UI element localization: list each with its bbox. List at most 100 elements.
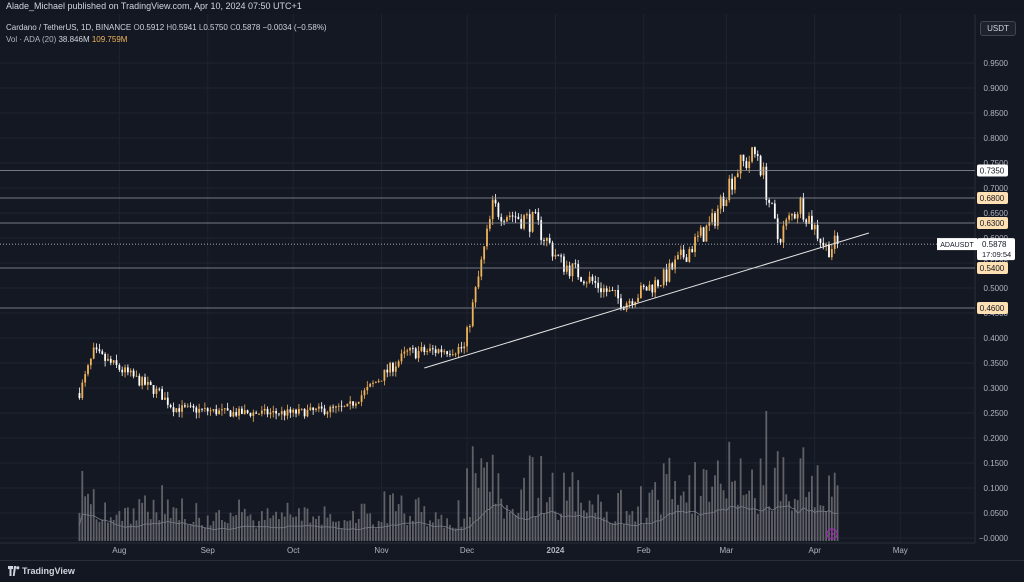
candle-body [275,410,277,414]
volume-bar [266,508,269,541]
candle-body [383,369,386,381]
candle-body [565,265,568,272]
candle-body [389,362,391,373]
candle-body [463,346,466,349]
symbol-label: Cardano / TetherUS, 1D, BINANCE [6,23,132,32]
volume-bar [317,515,320,541]
candle-body [788,215,790,220]
candle-body [329,406,332,413]
volume-bar [830,496,833,541]
volume-bar [771,510,773,541]
x-tick-label: Sep [201,546,216,555]
candle-body [326,412,329,415]
volume-bar [451,527,454,541]
candle-body [506,217,508,222]
volume-bar [292,517,295,541]
volume-bar [449,524,451,541]
change-value: −0.0034 (−0.58%) [262,23,327,32]
candle-body [793,214,796,219]
volume-bar [548,497,551,541]
candle-body [372,382,374,384]
candle-body [298,408,300,414]
candle-body [144,377,146,385]
x-tick-label: 2024 [547,546,565,555]
countdown-label: 17:09:54 [982,250,1011,259]
candle-body [135,375,138,377]
candle-body [446,351,448,355]
volume-bar [155,512,158,541]
candle-body [782,225,785,243]
candle-body [192,405,195,408]
price-chart[interactable]: 0.9500 0.9000 0.8500 0.8000 0.7500 0.7000 0.65… [0,0,1024,560]
currency-button[interactable]: USDT [980,21,1016,36]
volume-bar [352,511,354,541]
volume-bar [554,511,557,541]
candle-body [722,196,725,207]
volume-bar [796,500,799,541]
candle-body [469,326,471,328]
candle-body [622,308,625,310]
candle-body [315,408,317,411]
candle-body [688,249,691,262]
open-value: 0.5912 [139,23,165,32]
volume-bar [557,519,560,541]
candle-body [648,284,651,291]
volume-bar [808,491,810,541]
candle-body [286,409,289,416]
volume-bar [520,489,523,541]
volume-bar [212,520,215,541]
candle-body [394,366,397,372]
candle-body [651,284,654,293]
volume-bar [506,505,508,541]
volume-ma-line [79,503,838,531]
volume-bar [565,500,568,541]
candle-body [269,412,272,415]
volume-bar [81,470,84,541]
x-tick-label: Oct [287,546,300,555]
volume-bar [246,516,249,541]
candle-body [127,367,129,373]
candle-body [409,348,411,351]
volume-bar [511,508,514,541]
candle-body [229,410,232,417]
y-tick-label: 0.9500 [984,59,1009,68]
chart-area[interactable] [0,14,1024,560]
volume-bar [805,497,808,541]
candle-body [571,263,574,277]
volume-bar [340,528,343,541]
candle-body [508,215,511,218]
candle-body [808,215,810,224]
candle-body [711,213,714,223]
volume-bar [383,491,386,541]
publish-line: Alade_Michael published on TradingView.c… [6,1,302,11]
volume-bar [243,508,246,541]
candle-body [580,277,582,282]
volume-bar [631,511,634,541]
volume-bar [158,520,161,541]
volume-bar [138,499,141,541]
volume-bar [295,516,297,541]
volume-bar [89,504,92,541]
volume-bar [608,523,611,541]
candle-body [243,410,246,414]
candle-body [112,360,115,363]
y-tick-label: 0.3000 [984,384,1009,393]
candle-body [235,412,238,416]
volume-bar [283,516,286,541]
lightning-icon [826,528,838,540]
level-tag [977,164,1008,177]
candle-body [751,147,753,162]
volume-bar [161,485,163,541]
volume-bar [802,447,805,541]
volume-bar [272,515,275,541]
volume-bar [323,506,326,541]
candle-body [779,239,782,243]
candle-body [437,349,440,353]
y-tick-label: −0.0000 [979,534,1009,543]
volume-bar [141,502,144,541]
candle-body [238,408,240,416]
level-label: 0.4600 [980,304,1005,313]
candle-body [255,412,258,414]
candle-body [483,246,486,260]
volume-bar [651,489,654,541]
